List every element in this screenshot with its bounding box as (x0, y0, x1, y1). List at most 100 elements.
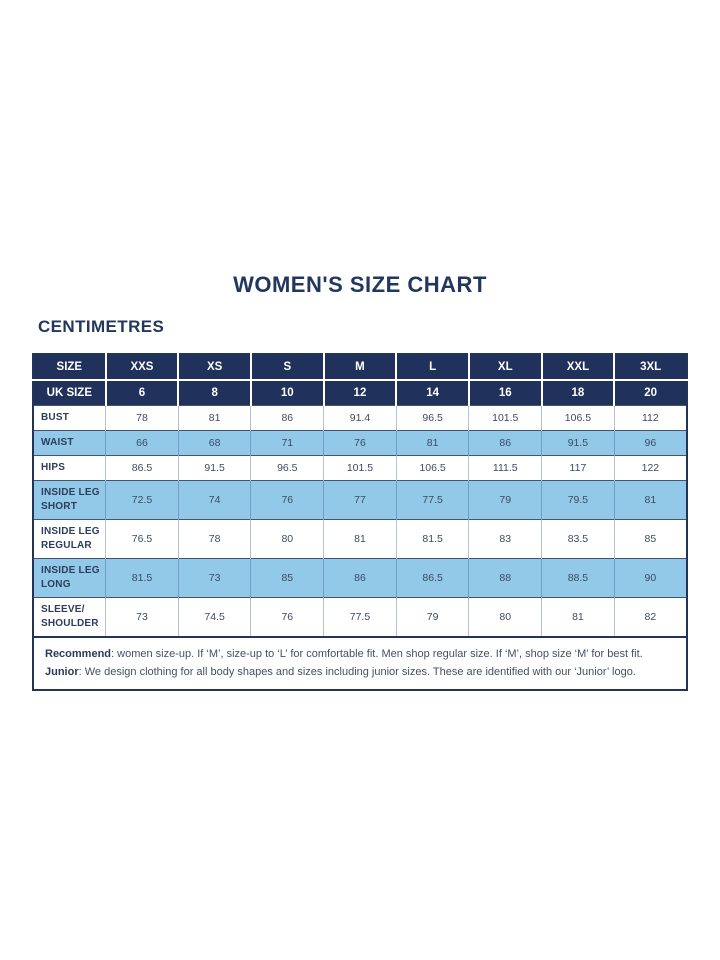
header-cell: L (396, 354, 470, 381)
value-cell: 96.5 (250, 455, 325, 481)
table-row: HIPS 86.5 91.5 96.5 101.5 106.5 111.5 117 122 (33, 455, 687, 481)
header-cell: 20 (614, 380, 687, 406)
header-cell: M (323, 354, 398, 381)
row-label: HIPS (33, 455, 107, 481)
value-cell: 86.5 (105, 455, 179, 481)
row-label-line: SHOULDER (41, 618, 99, 629)
value-cell: 81 (396, 430, 470, 456)
row-label-line: INSIDE LEG (41, 565, 100, 576)
table-row: BUST 78 81 86 91.4 96.5 101.5 106.5 112 (33, 405, 687, 431)
value-cell: 122 (614, 455, 687, 481)
value-cell: 73 (178, 558, 252, 598)
value-cell: 74 (178, 480, 252, 520)
header-cell: 8 (178, 380, 252, 406)
value-cell: 86.5 (396, 558, 470, 598)
value-cell: 80 (468, 597, 543, 637)
note-junior-text: : We design clothing for all body shapes… (78, 666, 636, 679)
row-label-line: INSIDE LEG (41, 526, 100, 537)
row-label-line: SLEEVE/ (41, 604, 85, 615)
value-cell: 90 (614, 558, 687, 598)
row-label-line: WAIST (41, 437, 74, 448)
value-cell: 117 (541, 455, 615, 481)
value-cell: 91.5 (178, 455, 252, 481)
header-label-cell: SIZE (33, 354, 107, 381)
row-label: BUST (33, 405, 107, 431)
table-row: INSIDE LEG SHORT 72.5 74 76 77 77.5 79 79.5 81 (33, 480, 687, 520)
value-cell: 88 (468, 558, 543, 598)
header-cell: XXS (105, 354, 180, 381)
value-cell: 78 (178, 519, 252, 559)
value-cell: 77.5 (323, 597, 397, 637)
table-row: WAIST 66 68 71 76 81 86 91.5 96 (33, 430, 687, 456)
row-label: INSIDE LEG LONG (33, 558, 107, 598)
value-cell: 85 (250, 558, 325, 598)
value-cell: 85 (614, 519, 687, 559)
value-cell: 111.5 (468, 455, 543, 481)
value-cell: 96 (614, 430, 687, 456)
value-cell: 80 (250, 519, 325, 559)
value-cell: 101.5 (468, 405, 543, 431)
value-cell: 91.4 (323, 405, 397, 431)
value-cell: 83 (468, 519, 543, 559)
row-label-line: REGULAR (41, 540, 92, 551)
value-cell: 76.5 (105, 519, 179, 559)
note-recommend: Recommend: women size-up. If ‘M’, size-u… (45, 645, 675, 663)
value-cell: 88.5 (541, 558, 615, 598)
header-cell: 3XL (614, 354, 687, 381)
uk-size-row: UK SIZE 6 8 10 12 14 16 18 20 (33, 380, 687, 406)
value-cell: 83.5 (541, 519, 615, 559)
value-cell: 81 (614, 480, 687, 520)
table-row: INSIDE LEG REGULAR 76.5 78 80 81 81.5 83 83.5 85 (33, 519, 687, 559)
value-cell: 81 (178, 405, 252, 431)
value-cell: 81 (541, 597, 615, 637)
value-cell: 112 (614, 405, 687, 431)
value-cell: 101.5 (323, 455, 397, 481)
value-cell: 82 (614, 597, 687, 637)
header-cell: XS (178, 354, 252, 381)
value-cell: 81.5 (105, 558, 179, 598)
value-cell: 106.5 (396, 455, 470, 481)
note-junior-label: Junior (45, 666, 79, 679)
value-cell: 76 (250, 480, 325, 520)
value-cell: 76 (250, 597, 325, 637)
value-cell: 96.5 (396, 405, 470, 431)
value-cell: 68 (178, 430, 252, 456)
unit-heading-centimetres: CENTIMETRES (38, 317, 165, 336)
value-cell: 77 (323, 480, 397, 520)
row-label: INSIDE LEG REGULAR (33, 519, 107, 559)
value-cell: 77.5 (396, 480, 470, 520)
row-label: SLEEVE/SHOULDER (33, 597, 107, 637)
value-cell: 106.5 (541, 405, 615, 431)
page-title: WOMEN'S SIZE CHART (233, 272, 487, 297)
table-row: INSIDE LEG LONG 81.5 73 85 86 86.5 88 88.5 90 (33, 558, 687, 598)
header-cell: 16 (468, 380, 543, 406)
note-recommend-label: Recommend (45, 648, 112, 660)
row-label: INSIDE LEG SHORT (33, 480, 107, 520)
size-header-row: SIZE XXS XS S M L XL XXL 3XL (33, 354, 687, 381)
row-label: WAIST (33, 430, 107, 456)
table-body: BUST 78 81 86 91.4 96.5 101.5 106.5 112 WAIST 66 68… (33, 405, 687, 637)
row-label-line: BUST (41, 412, 70, 423)
value-cell: 91.5 (541, 430, 615, 456)
header-cell: XL (468, 354, 543, 381)
value-cell: 81 (323, 519, 397, 559)
value-cell: 66 (105, 430, 179, 456)
header-cell: S (250, 354, 325, 381)
value-cell: 86 (468, 430, 543, 456)
notes-row: Recommend: women size-up. If ‘M’, size-u… (33, 635, 687, 691)
value-cell: 81.5 (396, 519, 470, 559)
header-label-cell: UK SIZE (33, 380, 107, 406)
header-cell: XXL (541, 354, 616, 381)
row-label-line: SHORT (41, 501, 77, 512)
value-cell: 73 (105, 597, 179, 637)
value-cell: 78 (105, 405, 179, 431)
row-label-line: INSIDE LEG (41, 487, 100, 498)
value-cell: 71 (250, 430, 325, 456)
note-recommend-text: : women size-up. If ‘M’, size-up to ‘L’ … (111, 648, 643, 660)
value-cell: 76 (323, 430, 397, 456)
value-cell: 79 (396, 597, 470, 637)
value-cell: 79 (468, 480, 543, 520)
header-cell: 10 (250, 380, 325, 406)
size-chart-table: SIZE XXS XS S M L XL XXL 3XL UK SIZE 6 8 10 12 14 16 18 2… (32, 353, 688, 692)
row-label-line: HIPS (41, 462, 66, 473)
